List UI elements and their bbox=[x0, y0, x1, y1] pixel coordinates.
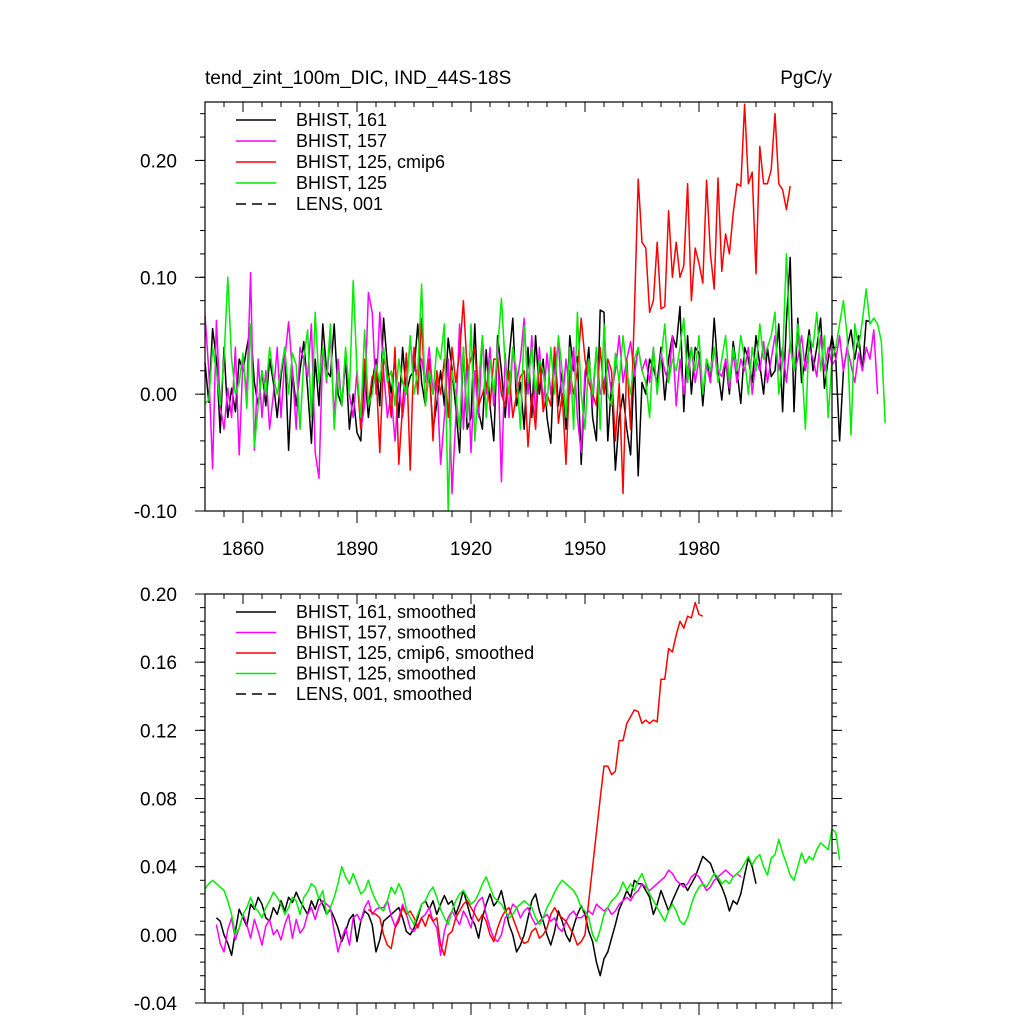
y-tick-label: 0.16 bbox=[140, 653, 177, 674]
y-tick-label: 0.10 bbox=[140, 268, 177, 289]
legend-label: BHIST, 161 bbox=[296, 110, 387, 130]
series-line bbox=[204, 828, 841, 943]
y-tick-label: 0.00 bbox=[140, 926, 177, 947]
x-tick-label: 1860 bbox=[222, 539, 264, 560]
legend-label: BHIST, 161, smoothed bbox=[296, 602, 476, 622]
y-tick-label: 0.20 bbox=[140, 151, 177, 172]
top-panel-frame bbox=[204, 101, 833, 512]
x-tick-label: 1920 bbox=[450, 539, 492, 560]
legend-label: BHIST, 157, smoothed bbox=[296, 623, 476, 643]
legend-label: BHIST, 125, cmip6, smoothed bbox=[296, 643, 534, 663]
y-tick-label: 0.20 bbox=[140, 585, 177, 606]
bottom-panel-frame bbox=[204, 593, 833, 1004]
y-tick-label: 0.00 bbox=[140, 385, 177, 406]
series-line bbox=[204, 256, 871, 477]
series-line bbox=[215, 869, 742, 957]
legend-label: BHIST, 157 bbox=[296, 131, 387, 151]
x-tick-label: 1980 bbox=[678, 539, 720, 560]
series-line bbox=[215, 855, 757, 977]
top-panel-units: PgC/y bbox=[780, 68, 832, 89]
top-panel-ticks: 1860 1890 1920 1950 1980 -0.10 0.00 0.10 0.20 bbox=[134, 102, 842, 560]
y-tick-label: 0.04 bbox=[140, 858, 177, 879]
bottom-panel-series bbox=[204, 601, 841, 977]
y-tick-label: 0.08 bbox=[140, 790, 177, 811]
bottom-panel-ticks: -0.04 0.00 0.04 0.08 0.12 0.16 0.20 bbox=[134, 585, 842, 1015]
top-panel: tend_zint_100m_DIC, IND_44S-18S PgC/y 18… bbox=[134, 68, 886, 560]
x-tick-label: 1950 bbox=[564, 539, 606, 560]
top-panel-title: tend_zint_100m_DIC, IND_44S-18S bbox=[205, 68, 511, 89]
top-panel-series bbox=[204, 103, 886, 512]
series-line bbox=[356, 103, 791, 495]
x-tick-label: 1890 bbox=[336, 539, 378, 560]
series-line bbox=[367, 601, 704, 957]
legend-label: BHIST, 125, smoothed bbox=[296, 664, 476, 684]
bottom-panel: -0.04 0.00 0.04 0.08 0.12 0.16 0.20 BHIST, 161… bbox=[134, 585, 842, 1015]
series-line bbox=[204, 253, 886, 512]
legend-label: BHIST, 125 bbox=[296, 173, 387, 193]
y-tick-label: -0.10 bbox=[134, 502, 177, 523]
legend-label: LENS, 001, smoothed bbox=[296, 684, 472, 704]
legend-label: BHIST, 125, cmip6 bbox=[296, 152, 445, 172]
y-tick-label: -0.04 bbox=[134, 994, 178, 1015]
legend-label: LENS, 001 bbox=[296, 194, 383, 214]
y-tick-label: 0.12 bbox=[140, 721, 177, 742]
